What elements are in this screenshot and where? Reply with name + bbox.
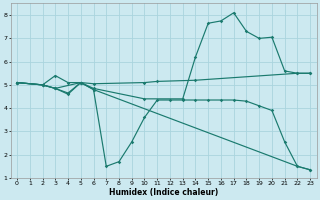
X-axis label: Humidex (Indice chaleur): Humidex (Indice chaleur): [109, 188, 218, 197]
